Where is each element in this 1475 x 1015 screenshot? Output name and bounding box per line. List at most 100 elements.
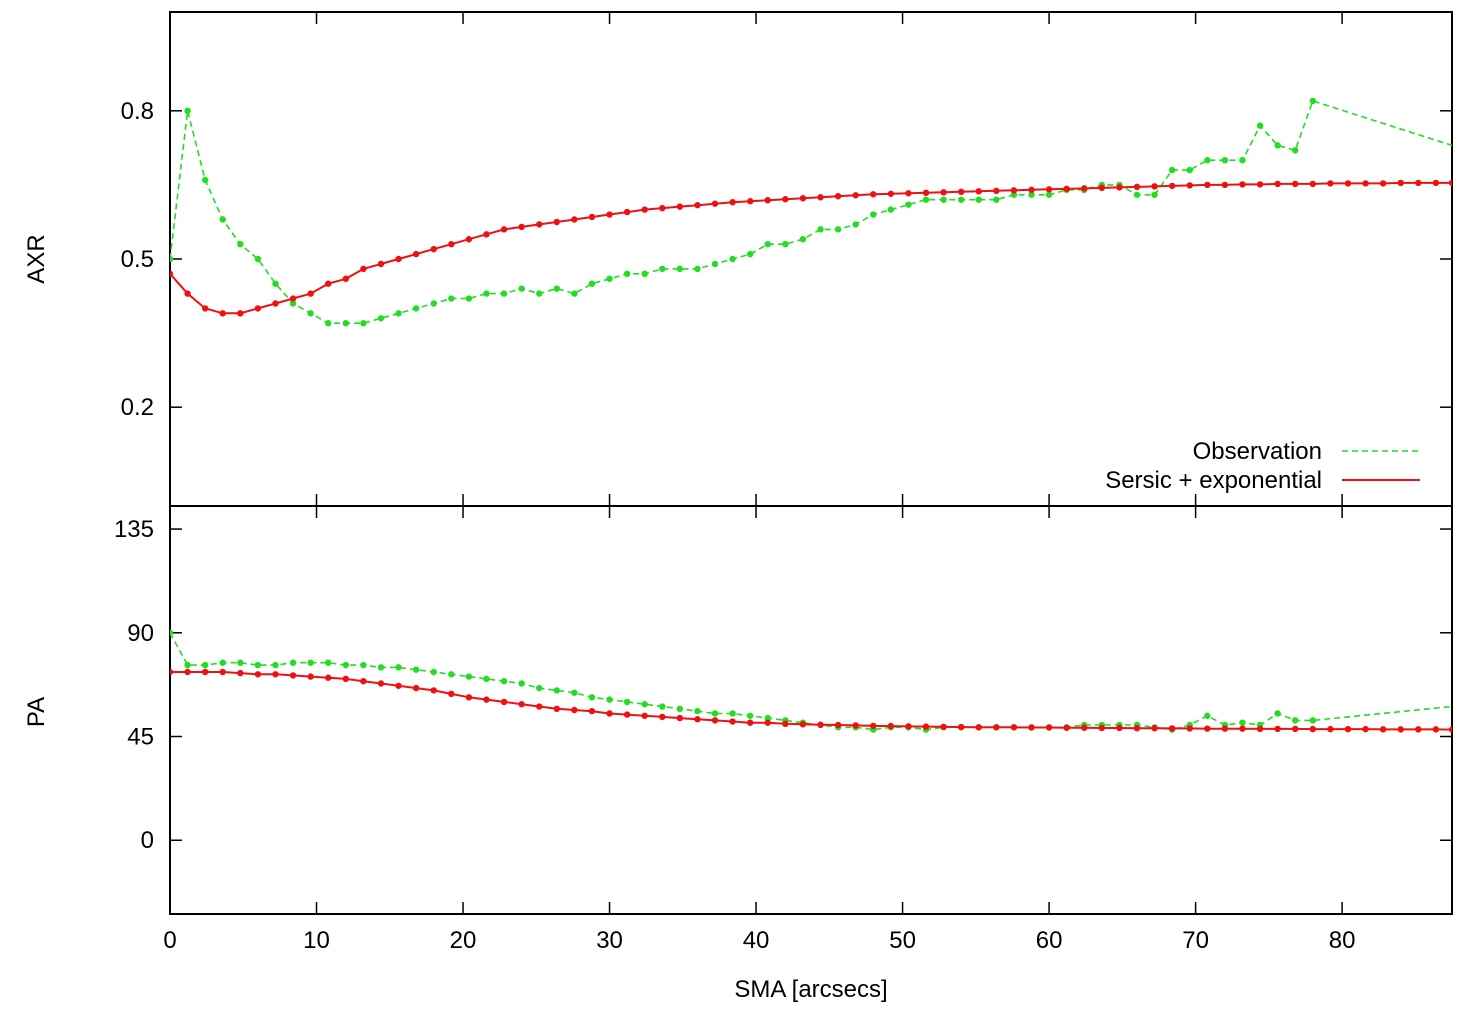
sersic-point (237, 669, 244, 677)
observation-point (219, 216, 226, 223)
sersic-point (1028, 186, 1035, 194)
observation-point (922, 196, 930, 203)
sersic-point (430, 245, 437, 253)
observation-point (975, 196, 982, 203)
x-tick-label: 30 (596, 927, 623, 954)
sersic-point (641, 712, 648, 719)
sersic-point (1081, 185, 1088, 192)
observation-point (289, 659, 297, 666)
observation-point (905, 201, 912, 208)
observation-point (746, 250, 754, 258)
sersic-point (1116, 184, 1123, 191)
sersic-point (518, 223, 525, 231)
sersic-point (940, 189, 947, 196)
sersic-point (641, 206, 648, 213)
sersic-point (870, 722, 877, 730)
sersic-point (307, 673, 314, 680)
sersic-point (676, 203, 684, 210)
sersic-point (1239, 181, 1246, 188)
sersic-point (1186, 182, 1193, 189)
observation-point (641, 270, 648, 278)
x-tick-label: 60 (1036, 927, 1063, 954)
sersic-point (342, 275, 350, 282)
sersic-point (1221, 725, 1229, 732)
sersic-point (395, 682, 402, 689)
series-observation (170, 97, 1452, 327)
observation-point (170, 629, 174, 636)
observation-point (500, 290, 508, 297)
sersic-point (1344, 725, 1352, 733)
sersic-point (553, 218, 560, 226)
sersic-point (377, 260, 385, 268)
sersic-point (1448, 179, 1452, 187)
sersic-point (360, 265, 367, 273)
sersic-point (289, 672, 297, 679)
sersic-point (1415, 726, 1422, 733)
sersic-point (606, 710, 613, 717)
sersic-point (448, 240, 455, 248)
sersic-point (606, 211, 613, 218)
observation-point (676, 705, 684, 713)
observation-point (219, 659, 226, 666)
observation-point (729, 255, 736, 263)
sersic-point (588, 707, 596, 715)
observation-point (377, 664, 385, 671)
plot-frame (169, 505, 1453, 915)
sersic-point (1397, 726, 1404, 733)
sersic-point (993, 187, 1000, 195)
sersic-point (1063, 185, 1070, 193)
sersic-point (1327, 180, 1334, 187)
sersic-point (184, 668, 191, 676)
observation-point (1256, 122, 1264, 129)
sersic-point (1397, 179, 1404, 187)
sersic-point (1168, 725, 1176, 732)
sersic-point (782, 720, 789, 728)
sersic-point (1204, 725, 1211, 732)
observation-point (1168, 166, 1176, 174)
observation-point (659, 265, 666, 273)
x-tick-label: 20 (450, 927, 477, 954)
observation-point (430, 668, 437, 676)
observation-point (711, 260, 719, 268)
sersic-point (237, 310, 244, 317)
sersic-point (1221, 181, 1229, 189)
observation-point (1292, 147, 1299, 154)
sersic-point (1432, 179, 1440, 187)
x-tick-label: 80 (1329, 927, 1356, 954)
sersic-point (219, 310, 226, 317)
sersic-point (905, 190, 912, 197)
observation-point (412, 666, 420, 673)
observation-point (1274, 710, 1281, 717)
sersic-point (746, 198, 754, 205)
observation-point (1274, 142, 1281, 149)
y-tick-label: 135 (114, 516, 154, 543)
y-tick-label: 0 (141, 827, 154, 854)
observation-point (448, 671, 455, 678)
x-tick-label: 70 (1182, 927, 1209, 954)
observation-point (395, 310, 402, 317)
legend: Observation Sersic + exponential (1105, 438, 1420, 494)
sersic-point (412, 684, 420, 692)
sersic-point (500, 698, 508, 706)
sersic-point (571, 706, 578, 714)
observation-point (272, 661, 279, 669)
sersic-point (536, 221, 543, 228)
sersic-point (694, 201, 701, 209)
observation-point (1204, 712, 1211, 719)
sersic-point (342, 675, 350, 683)
observation-point (377, 315, 385, 322)
sersic-point (1081, 724, 1088, 731)
sersic-point (307, 290, 314, 297)
observation-point (307, 659, 314, 666)
observation-point (184, 661, 191, 669)
sersic-point (764, 719, 771, 726)
sersic-point (377, 680, 385, 687)
observation-point (342, 320, 350, 327)
observation-point (289, 300, 297, 307)
sersic-point (905, 723, 912, 730)
observation-point (254, 255, 262, 263)
observation-point (641, 701, 648, 708)
observation-point (360, 661, 367, 669)
observation-point (360, 320, 367, 327)
